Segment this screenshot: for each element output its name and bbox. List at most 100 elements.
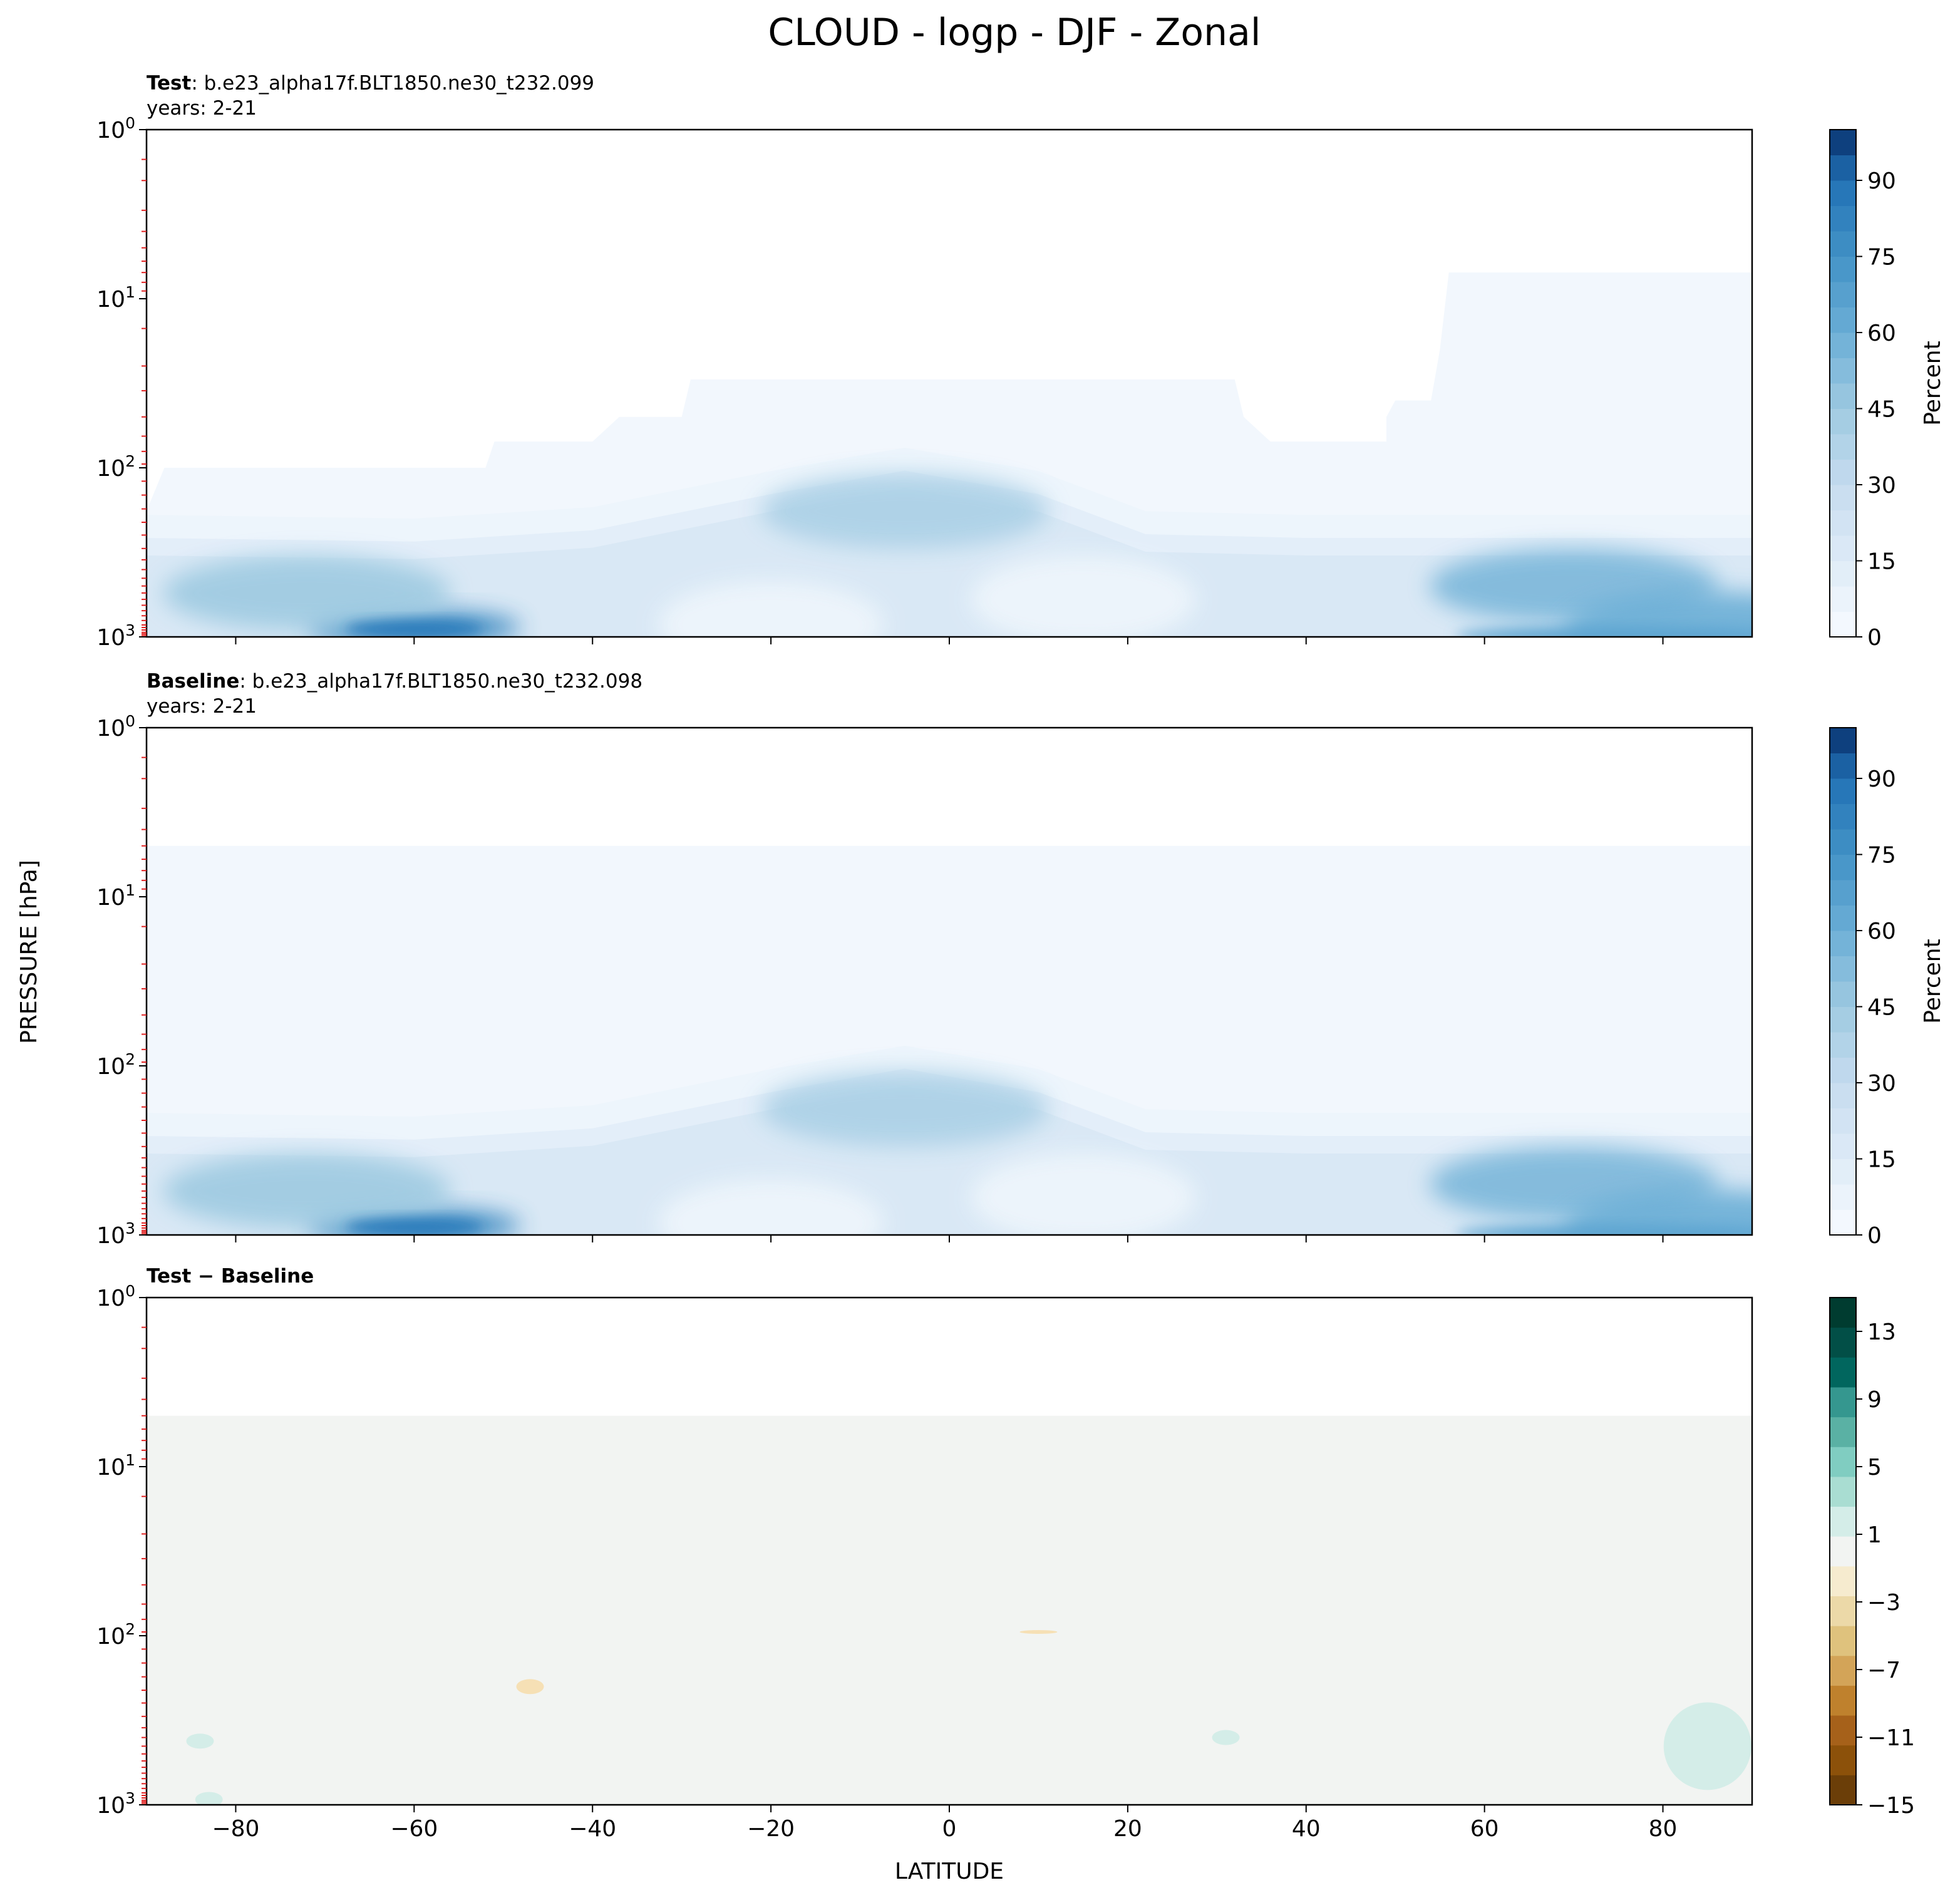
cloud-feature-6 xyxy=(658,1179,884,1235)
colorbar-band xyxy=(1830,130,1856,155)
colorbar-band xyxy=(1830,1447,1856,1477)
x-axis-label: LATITUDE xyxy=(895,1859,1004,1884)
colorbar-band xyxy=(1830,1184,1856,1210)
colorbar-band xyxy=(1830,1133,1856,1159)
colorbar-label: Percent xyxy=(1920,341,1946,425)
cloud-feature-2 xyxy=(760,473,1049,549)
colorbar-band xyxy=(1830,611,1856,638)
difference-field xyxy=(147,1415,1752,1805)
colorbar-band xyxy=(1830,1083,1856,1108)
difference-anomaly-5 xyxy=(1019,1629,1058,1634)
colorbar-tick-label: 60 xyxy=(1867,321,1896,346)
colorbar-tick-label: −7 xyxy=(1867,1658,1901,1683)
colorbar-band xyxy=(1830,205,1856,232)
colorbar-band xyxy=(1830,753,1856,779)
colorbar-band xyxy=(1830,905,1856,931)
plot-area-difference xyxy=(147,1415,1752,1805)
colorbar-band xyxy=(1830,1298,1856,1328)
colorbar-band xyxy=(1830,485,1856,510)
colorbar-tick-label: 30 xyxy=(1867,473,1896,498)
x-tick-label: 40 xyxy=(1292,1816,1321,1842)
cloud-core-arctic xyxy=(1455,1224,1752,1235)
cloud-feature-5 xyxy=(970,1154,1196,1235)
y-axis-label: PRESSURE [hPa] xyxy=(16,860,42,1044)
colorbar-band xyxy=(1830,510,1856,536)
colorbar-band xyxy=(1830,408,1856,435)
colorbar-tick-label: −3 xyxy=(1867,1590,1901,1616)
colorbar-band xyxy=(1830,155,1856,181)
colorbar-band xyxy=(1830,728,1856,753)
colorbar-tick-label: −15 xyxy=(1867,1793,1915,1819)
y-tick-label: 102 xyxy=(96,452,135,482)
colorbar-band xyxy=(1830,1417,1856,1447)
difference-anomaly-4 xyxy=(1663,1702,1751,1790)
figure-title: CLOUD - logp - DJF - Zonal xyxy=(768,11,1261,54)
colorbar-tick-label: 30 xyxy=(1867,1071,1896,1097)
colorbar-tick-label: 75 xyxy=(1867,245,1896,271)
colorbar-band xyxy=(1830,282,1856,307)
colorbar-tick-label: 60 xyxy=(1867,919,1896,944)
colorbar-tick-label: 5 xyxy=(1867,1455,1882,1480)
colorbar-tick-label: 45 xyxy=(1867,995,1896,1021)
colorbar-band xyxy=(1830,956,1856,982)
y-tick-label: 101 xyxy=(96,881,135,911)
y-tick-label: 103 xyxy=(96,621,135,651)
colorbar-tick-label: 75 xyxy=(1867,843,1896,869)
difference-anomaly-1 xyxy=(195,1792,223,1805)
colorbar-band xyxy=(1830,1108,1856,1134)
x-tick-label: 20 xyxy=(1113,1816,1142,1842)
colorbar-band xyxy=(1830,231,1856,257)
colorbar-frame xyxy=(1829,1297,1857,1805)
colorbar-band xyxy=(1830,1745,1856,1775)
y-tick-label: 102 xyxy=(96,1620,135,1650)
plot-area-test xyxy=(147,272,1752,637)
cloud-feature-2 xyxy=(760,1071,1049,1147)
y-tick-label: 100 xyxy=(96,1282,135,1311)
y-tick-label: 103 xyxy=(96,1789,135,1819)
cloud-core-arctic xyxy=(1455,626,1752,637)
colorbar-tick-label: 90 xyxy=(1867,168,1896,194)
colorbar-band xyxy=(1830,1032,1856,1058)
colorbar-band xyxy=(1830,829,1856,855)
colorbar-band xyxy=(1830,880,1856,906)
difference-anomaly-2 xyxy=(516,1679,544,1695)
y-tick-label: 101 xyxy=(96,283,135,312)
colorbar-band xyxy=(1830,459,1856,485)
y-tick-label: 101 xyxy=(96,1451,135,1480)
colorbar-band xyxy=(1830,1566,1856,1596)
difference-anomaly-0 xyxy=(186,1733,214,1749)
colorbar-frame xyxy=(1829,727,1857,1236)
colorbar-tick-label: 13 xyxy=(1867,1319,1896,1345)
colorbar-band xyxy=(1830,1626,1856,1656)
colorbar-band xyxy=(1830,931,1856,956)
colorbar-band xyxy=(1830,586,1856,612)
cloud-core xyxy=(345,1218,483,1235)
cloud-feature-4 xyxy=(1563,1189,1752,1235)
x-tick-label: −40 xyxy=(569,1816,616,1842)
colorbar-band xyxy=(1830,1386,1856,1418)
panel-title-test: Test: b.e23_alpha17f.BLT1850.ne30_t232.0… xyxy=(147,72,594,95)
colorbar-band xyxy=(1830,307,1856,333)
plot-area-baseline xyxy=(147,845,1752,1235)
colorbar-band xyxy=(1830,1655,1856,1686)
colorbar-band xyxy=(1830,854,1856,880)
colorbar-band xyxy=(1830,434,1856,460)
colorbar-tick-label: 0 xyxy=(1867,625,1882,651)
panel-title-difference: Test − Baseline xyxy=(147,1265,314,1288)
colorbar-band xyxy=(1830,1775,1856,1805)
cloud-feature-1 xyxy=(163,1153,451,1229)
x-tick-label: 60 xyxy=(1470,1816,1499,1842)
x-tick-label: 80 xyxy=(1649,1816,1678,1842)
colorbar-tick-label: 90 xyxy=(1867,767,1896,792)
colorbar-band xyxy=(1830,1685,1856,1716)
colorbar-band xyxy=(1830,1327,1856,1358)
colorbar-tick-label: 15 xyxy=(1867,549,1896,575)
x-tick-label: −60 xyxy=(390,1816,438,1842)
colorbar-frame xyxy=(1829,129,1857,638)
y-tick-label: 102 xyxy=(96,1050,135,1080)
colorbar-band xyxy=(1830,1715,1856,1746)
colorbar-band xyxy=(1830,256,1856,282)
x-tick-label: −80 xyxy=(212,1816,259,1842)
colorbar-tick-label: 0 xyxy=(1867,1223,1882,1249)
